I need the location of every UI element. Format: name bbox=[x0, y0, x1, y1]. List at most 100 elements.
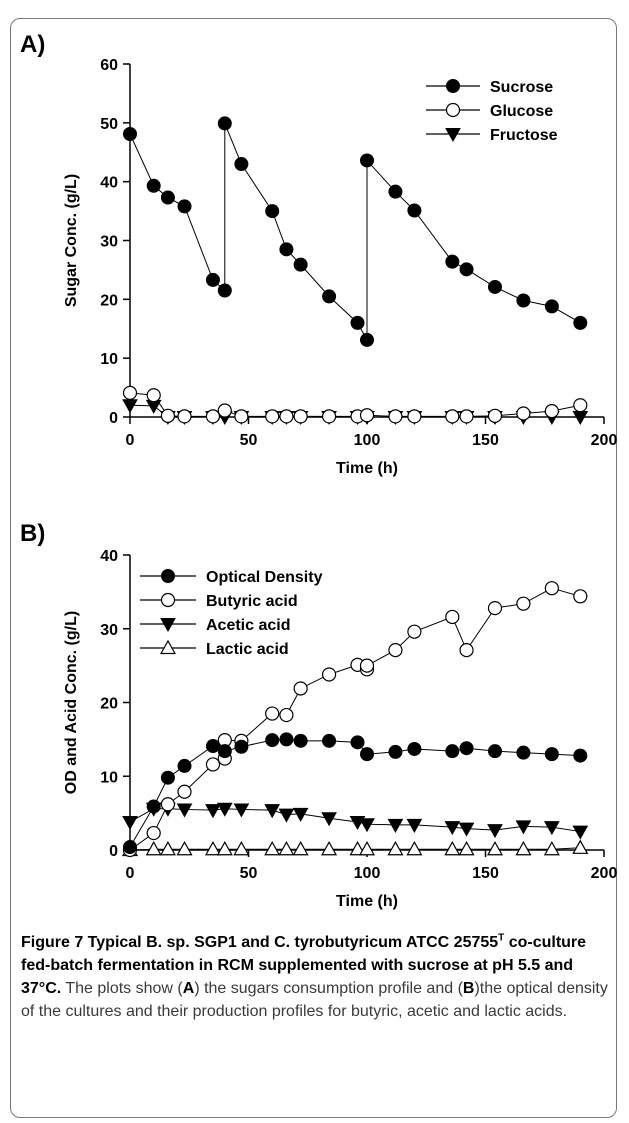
data-point-series-4 bbox=[358, 841, 376, 856]
data-point-series-1 bbox=[322, 289, 337, 304]
data-point-series-1 bbox=[573, 315, 588, 330]
data-point-series-1 bbox=[177, 758, 192, 773]
data-point-series-1 bbox=[160, 190, 175, 205]
data-point-series-1 bbox=[487, 744, 502, 759]
legend-marker bbox=[161, 569, 175, 583]
x-tick-label: 0 bbox=[126, 432, 135, 449]
y-tick-label: 0 bbox=[109, 843, 118, 860]
data-point-series-3 bbox=[122, 815, 138, 830]
data-point-series-3 bbox=[515, 820, 532, 835]
data-point-series-3 bbox=[406, 818, 423, 833]
data-point-series-3 bbox=[544, 821, 560, 836]
data-point-series-4 bbox=[176, 841, 193, 856]
data-point-series-3 bbox=[321, 812, 337, 827]
data-point-series-2 bbox=[217, 403, 232, 418]
data-point-series-2 bbox=[321, 409, 337, 424]
data-point-series-4 bbox=[486, 841, 504, 856]
data-point-series-4 bbox=[264, 841, 281, 856]
x-tick-label: 100 bbox=[354, 432, 381, 449]
data-point-series-1 bbox=[293, 257, 308, 272]
data-point-series-3 bbox=[264, 804, 281, 819]
data-point-series-1 bbox=[177, 199, 192, 214]
data-point-series-2 bbox=[160, 408, 176, 423]
data-point-series-1 bbox=[234, 739, 249, 754]
data-point-series-3 bbox=[572, 825, 589, 840]
caption-superscript: T bbox=[498, 933, 505, 944]
data-point-series-3 bbox=[487, 824, 503, 839]
chart-panel-2: B) 0 10 20 30 40 0 50 100 150 200 Time (h) OD and Ac… bbox=[20, 520, 617, 910]
data-point-series-1 bbox=[516, 293, 531, 308]
data-point-series-1 bbox=[279, 242, 294, 257]
x-tick-label: 200 bbox=[591, 865, 618, 882]
series-line-1 bbox=[129, 738, 581, 848]
x-axis-title: Time (h) bbox=[336, 460, 398, 477]
data-point-series-3 bbox=[122, 399, 138, 414]
legend-label: Sucrose bbox=[490, 79, 553, 96]
data-point-series-1 bbox=[322, 733, 337, 748]
data-point-series-1 bbox=[279, 732, 294, 747]
data-point-series-1 bbox=[407, 741, 422, 756]
y-axis-title: OD and Acid Conc. (g/L) bbox=[63, 611, 80, 794]
data-point-series-1 bbox=[360, 747, 374, 762]
series-line-1 bbox=[129, 123, 581, 342]
series-line-2 bbox=[129, 587, 581, 851]
panel-label-2: B) bbox=[20, 520, 45, 547]
data-point-series-1 bbox=[360, 332, 374, 347]
x-tick-label: 0 bbox=[126, 865, 135, 882]
data-point-series-2 bbox=[445, 609, 460, 625]
x-axis-title: Time (h) bbox=[336, 893, 398, 910]
data-point-series-2 bbox=[160, 797, 176, 812]
data-point-series-1 bbox=[459, 741, 474, 756]
data-point-series-3 bbox=[292, 807, 309, 822]
data-point-series-3 bbox=[458, 822, 475, 837]
data-point-series-1 bbox=[123, 127, 137, 142]
data-point-series-3 bbox=[387, 818, 404, 833]
data-point-series-2 bbox=[388, 409, 403, 424]
legend-label: Glucose bbox=[490, 103, 553, 120]
data-point-series-3 bbox=[278, 808, 295, 823]
data-point-series-2 bbox=[359, 408, 375, 423]
x-tick-label: 100 bbox=[354, 865, 381, 882]
data-point-series-2 bbox=[407, 624, 422, 639]
legend-marker bbox=[446, 79, 460, 93]
x-tick-label: 150 bbox=[472, 432, 499, 449]
data-point-series-4 bbox=[515, 841, 532, 856]
y-tick-label: 20 bbox=[100, 696, 118, 713]
legend-marker bbox=[445, 102, 461, 118]
data-point-series-2 bbox=[459, 409, 474, 424]
legend-label: Lactic acid bbox=[206, 641, 289, 658]
data-point-series-1 bbox=[459, 262, 474, 277]
data-point-series-4 bbox=[216, 841, 233, 856]
data-point-series-1 bbox=[265, 204, 280, 219]
data-point-series-1 bbox=[205, 272, 220, 287]
data-point-series-2 bbox=[177, 409, 192, 424]
data-point-series-2 bbox=[516, 596, 531, 611]
caption-body-1: The plots show ( bbox=[61, 980, 183, 998]
y-tick-label: 30 bbox=[100, 622, 118, 639]
data-point-series-1 bbox=[205, 739, 220, 754]
data-point-series-4 bbox=[159, 841, 176, 856]
data-point-series-4 bbox=[387, 841, 404, 856]
data-point-series-2 bbox=[279, 707, 294, 723]
data-point-series-1 bbox=[407, 203, 422, 218]
y-tick-label: 40 bbox=[100, 548, 118, 565]
caption-head-cont: co-culture fed-batch fermentation in RCM… bbox=[21, 934, 587, 998]
data-point-series-2 bbox=[487, 408, 503, 423]
legend-marker bbox=[159, 639, 177, 655]
caption-bold-a: A bbox=[182, 980, 195, 998]
data-point-series-2 bbox=[279, 409, 294, 424]
data-point-series-4 bbox=[233, 841, 250, 856]
data-point-series-4 bbox=[278, 841, 295, 856]
data-point-series-2 bbox=[544, 581, 559, 596]
data-point-series-2 bbox=[459, 643, 474, 658]
data-point-series-4 bbox=[349, 841, 366, 856]
data-point-series-2 bbox=[359, 658, 375, 673]
data-point-series-1 bbox=[146, 178, 161, 193]
data-point-series-1 bbox=[445, 254, 460, 269]
y-tick-label: 30 bbox=[100, 234, 118, 251]
data-point-series-2 bbox=[516, 406, 531, 421]
data-point-series-1 bbox=[350, 315, 365, 330]
figure-frame bbox=[10, 18, 617, 1118]
data-point-series-1 bbox=[516, 745, 531, 760]
